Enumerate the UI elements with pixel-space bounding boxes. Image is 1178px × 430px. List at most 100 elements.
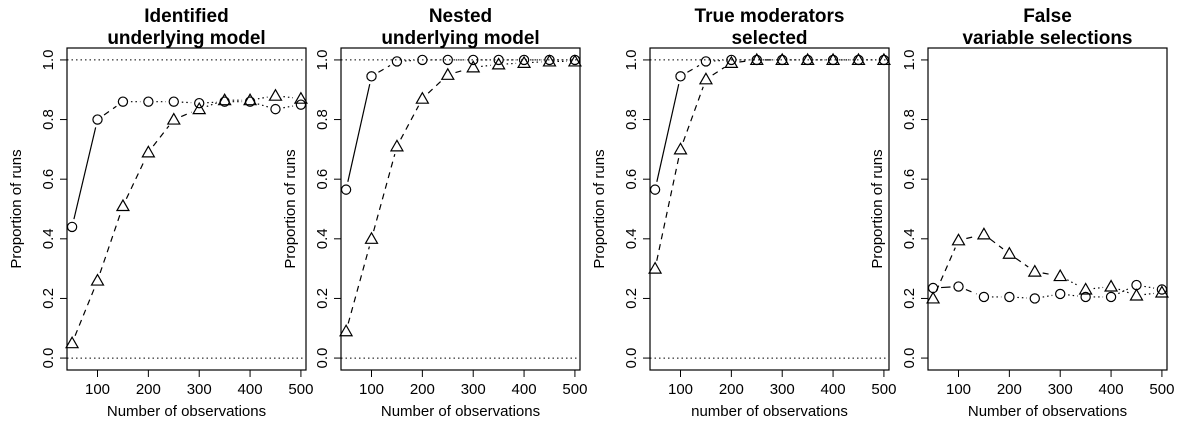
data-point-triangle xyxy=(415,91,430,104)
series-segment xyxy=(99,213,121,274)
x-tick-label: 100 xyxy=(668,381,693,398)
data-point-circle xyxy=(117,96,129,107)
data-point-triangle xyxy=(724,55,739,69)
data-point-triangle xyxy=(1154,285,1169,298)
data-point-triangle xyxy=(65,335,80,349)
plot-frame xyxy=(927,47,1168,371)
data-point-circle xyxy=(391,56,403,67)
data-point-triangle xyxy=(466,60,481,73)
y-tick-label: 0.8 xyxy=(623,109,640,130)
x-tick-label: 200 xyxy=(136,381,161,398)
series-segment xyxy=(373,153,396,232)
x-tick-label: 500 xyxy=(562,381,587,398)
series-segment xyxy=(404,59,415,62)
chart-title-line: False xyxy=(1023,6,1072,27)
y-tick-label: 0.8 xyxy=(901,109,918,130)
x-tick-label: 100 xyxy=(946,381,971,398)
y-tick-label: 0.6 xyxy=(40,169,57,190)
series-segment xyxy=(347,83,371,182)
x-tick-label: 100 xyxy=(85,381,110,398)
series-segment xyxy=(283,105,294,109)
data-point-circle xyxy=(1131,279,1142,291)
series-segment xyxy=(152,125,170,147)
series-segment xyxy=(455,69,466,74)
y-tick-label: 0.0 xyxy=(314,348,331,369)
data-point-triangle xyxy=(166,112,181,125)
data-point-circle xyxy=(675,71,686,82)
x-tick-label: 400 xyxy=(512,381,537,398)
data-point-triangle xyxy=(698,72,713,85)
series-segment xyxy=(74,287,96,336)
data-point-triangle xyxy=(542,54,557,67)
series-segment xyxy=(180,111,193,118)
data-point-triangle xyxy=(1078,282,1093,295)
series-segment xyxy=(1017,296,1027,299)
series-segment xyxy=(966,235,977,240)
series-segment xyxy=(656,157,680,261)
data-point-circle xyxy=(1105,291,1117,303)
data-point-circle xyxy=(468,54,479,66)
series-segment xyxy=(532,61,542,64)
series-segment xyxy=(207,101,217,104)
data-point-circle xyxy=(1156,284,1168,295)
series-segment xyxy=(283,96,294,99)
x-tick-label: 500 xyxy=(288,381,313,398)
data-point-triangle xyxy=(517,55,532,69)
data-point-circle xyxy=(927,282,939,294)
data-point-triangle xyxy=(1104,279,1119,292)
data-point-triangle xyxy=(1129,288,1144,301)
y-tick-label: 0.0 xyxy=(623,348,640,369)
series-segment xyxy=(1144,285,1155,289)
data-point-triangle xyxy=(951,233,966,246)
y-tick-label: 0.8 xyxy=(314,109,331,130)
plot-frame xyxy=(340,47,581,371)
data-point-triangle xyxy=(217,92,232,106)
data-point-circle xyxy=(168,96,179,107)
data-point-circle xyxy=(340,184,352,195)
series-segment xyxy=(181,101,192,104)
data-point-triangle xyxy=(648,261,663,274)
series-segment xyxy=(1068,294,1078,297)
x-tick-label: 300 xyxy=(770,381,795,398)
data-point-triangle xyxy=(1027,264,1042,277)
series-segment xyxy=(378,64,391,73)
y-axis-label: Proportion of runs xyxy=(869,149,886,268)
data-point-circle xyxy=(295,99,307,110)
y-tick-label: 0.4 xyxy=(40,228,57,249)
x-tick-label: 500 xyxy=(871,381,896,398)
data-point-triangle xyxy=(976,227,991,240)
series-segment xyxy=(1042,272,1053,276)
series-segment xyxy=(682,86,704,143)
series-segment xyxy=(125,159,146,200)
data-point-triangle xyxy=(826,52,841,66)
series-segment xyxy=(257,103,268,108)
y-axis-label: Proportion of runs xyxy=(591,149,608,268)
series-segment xyxy=(427,79,443,94)
data-point-circle xyxy=(442,54,453,66)
data-point-triangle xyxy=(90,273,105,286)
chart-title-line: Nested xyxy=(429,6,492,27)
y-tick-label: 0.0 xyxy=(901,348,918,369)
x-tick-label: 500 xyxy=(1149,381,1174,398)
data-point-triangle xyxy=(364,231,379,244)
data-point-circle xyxy=(518,54,530,66)
series-segment xyxy=(739,60,749,63)
y-tick-label: 0.4 xyxy=(623,228,640,249)
data-point-triangle xyxy=(192,101,207,115)
data-point-triangle xyxy=(851,52,866,66)
data-point-circle xyxy=(270,103,281,115)
x-tick-label: 400 xyxy=(821,381,846,398)
series-segment xyxy=(713,59,724,62)
series-segment xyxy=(989,238,1004,250)
x-tick-label: 400 xyxy=(1099,381,1124,398)
series-segment xyxy=(103,105,117,116)
data-point-triangle xyxy=(440,67,455,80)
chart-title-line: Identified xyxy=(144,6,228,27)
data-point-triangle xyxy=(243,92,258,106)
series-segment xyxy=(400,105,420,140)
plot-frame xyxy=(66,47,307,371)
data-point-triangle xyxy=(491,57,506,70)
data-point-circle xyxy=(493,54,504,66)
y-tick-label: 1.0 xyxy=(901,49,918,70)
data-point-triangle xyxy=(800,52,815,66)
